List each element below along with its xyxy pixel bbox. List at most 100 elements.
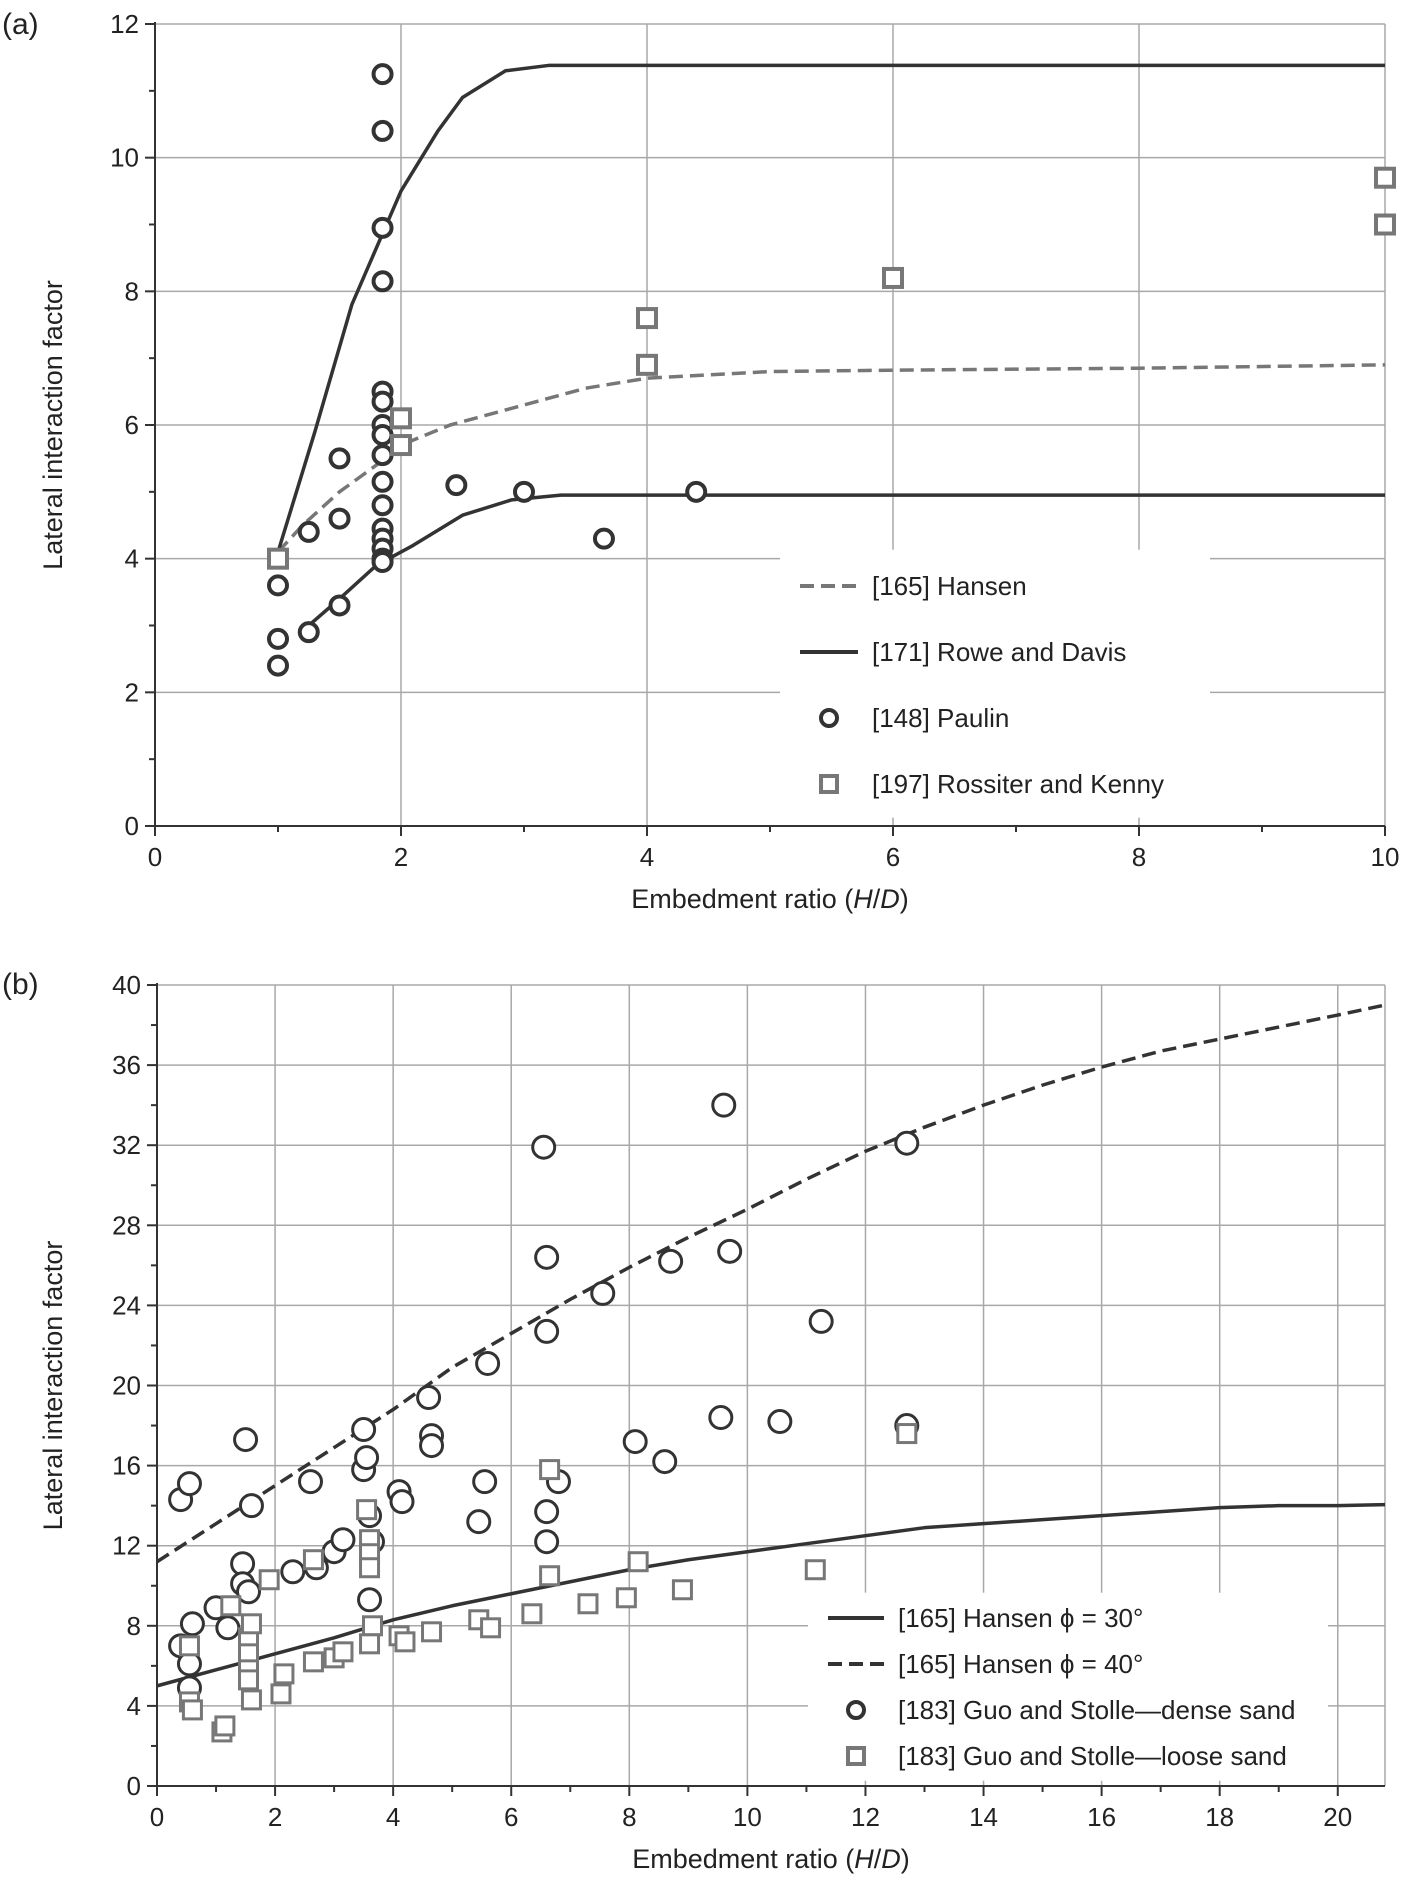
chart-b-svg: (b)0 2 4 6 8 10 12 14 16 18 200481216202428323640E… [2,968,1386,1874]
y-tick-label: 12 [110,9,139,39]
x-tick-label: 2 [268,1802,282,1832]
data-point-square [181,1699,203,1721]
y-tick-label: 0 [127,1771,141,1801]
data-point-square [359,1633,381,1655]
legend-item: [148] Paulin [819,703,1009,733]
data-point-circle [708,1405,734,1431]
data-point-circle [215,1615,241,1641]
data-point-square [421,1621,443,1643]
data-point-square [671,1579,693,1601]
data-point-circle [179,1611,205,1637]
y-tick-label: 10 [110,143,139,173]
data-point-circle [531,1134,557,1160]
data-point-circle [534,1499,560,1525]
legend-item: [183] Guo and Stolle—loose sand [846,1741,1287,1771]
chart-a-svg: (a) 0 2 4 6 8 10 0 2 4 6 8 10 12 Embedment ratio (H/D)… [2,8,1400,914]
data-point-circle [419,1433,445,1459]
data-point-circle [445,474,468,497]
y-tick-label: 28 [112,1210,141,1240]
data-point-square [356,1499,378,1521]
data-point-square [627,1551,649,1573]
series-line-1 [276,63,1385,553]
x-tick-label: 10 [733,1802,762,1832]
data-point-circle [808,1308,834,1334]
data-point-circle [894,1130,920,1156]
x-tick-label: 8 [622,1802,636,1832]
y-axis-title-a: Lateral interaction factor [38,280,68,570]
x-tick-label: 14 [969,1802,998,1832]
data-point-circle [371,444,394,467]
data-point-square [270,1683,292,1705]
y-tick-label: 32 [112,1130,141,1160]
data-point-circle [371,63,394,86]
legend-label: [183] Guo and Stolle—loose sand [898,1741,1287,1771]
data-point-circle [590,1280,616,1306]
data-point-circle [534,1244,560,1270]
y-ticks-a: 0 2 4 6 8 10 12 [110,9,155,841]
data-point-circle [475,1350,501,1376]
data-point-circle [236,1579,262,1605]
data-point-circle [351,1417,377,1443]
data-point-square [390,407,412,430]
data-point-square [240,1613,262,1635]
legend-circle-swatch [819,708,839,728]
data-point-square [302,1549,324,1571]
data-point-circle [328,507,351,530]
data-point-circle [267,654,289,677]
data-point-square [273,1663,295,1685]
legend-item: [183] Guo and Stolle—dense sand [846,1695,1296,1725]
legend-item: [165] Hansen [800,571,1027,601]
x-tick-label: 20 [1323,1802,1352,1832]
data-point-circle [466,1509,492,1535]
data-point-square [359,1557,381,1579]
x-tick-label: 0 [148,842,162,872]
y-tick-label: 8 [127,1611,141,1641]
y-tick-label: 0 [125,811,139,841]
legend-b: [165] Hansen ϕ = 30° [165] Hansen ϕ = 40°… [808,1592,1328,1781]
y-tick-label: 4 [127,1691,141,1721]
data-point-square [804,1559,826,1581]
data-point-circle [371,470,394,493]
data-point-circle [767,1409,793,1435]
x-axis-title-a: Embedment ratio (H/D) [631,884,909,914]
legend-label: [165] Hansen ϕ = 40° [898,1649,1143,1679]
x-tick-label: 16 [1087,1802,1116,1832]
data-point-circle [622,1429,648,1455]
legend-background [780,549,1210,818]
data-point-square [636,307,658,330]
data-point-circle [280,1559,306,1585]
x-tick-label: 4 [640,842,654,872]
data-point-circle [371,494,394,517]
data-point-circle [592,527,615,550]
data-point-square [1374,166,1396,189]
data-point-square [361,1615,383,1637]
data-point-circle [371,270,394,293]
legend-label: [171] Rowe and Davis [872,637,1126,667]
legend-square-swatch [846,1746,866,1766]
data-point-circle [297,520,320,543]
x-tick-label: 2 [394,842,408,872]
chart-panel-b: (b) 0 2 4 6 8 10 12 14 16 18 20 0 4 8 12 16 20 24 28 32 36 40 E… [0,960,1413,1900]
legend-circle-swatch [846,1700,866,1720]
data-point-circle [267,574,289,597]
data-point-square [214,1715,236,1737]
legend-a: [165] Hansen [171] Rowe and Davis [148] Pa… [780,549,1210,818]
data-point-square [1374,213,1396,236]
data-point-square [238,1669,260,1691]
y-ticks-b: 0 4 8 12 16 20 24 28 32 36 40 [112,970,157,1801]
y-tick-label: 40 [112,970,141,1000]
data-point-square [896,1423,918,1445]
data-point-square [636,353,658,376]
data-point-square [539,1459,561,1481]
data-point-circle [328,594,351,617]
data-point-circle [233,1427,259,1453]
data-point-circle [652,1449,678,1475]
x-tick-label: 18 [1205,1802,1234,1832]
data-point-circle [658,1248,684,1274]
panel-label-a: (a) [2,8,39,41]
y-tick-label: 36 [112,1050,141,1080]
legend-item: [165] Hansen ϕ = 30° [828,1603,1143,1633]
data-point-circle [717,1238,743,1264]
x-tick-label: 10 [1371,842,1400,872]
y-tick-label: 20 [112,1371,141,1401]
